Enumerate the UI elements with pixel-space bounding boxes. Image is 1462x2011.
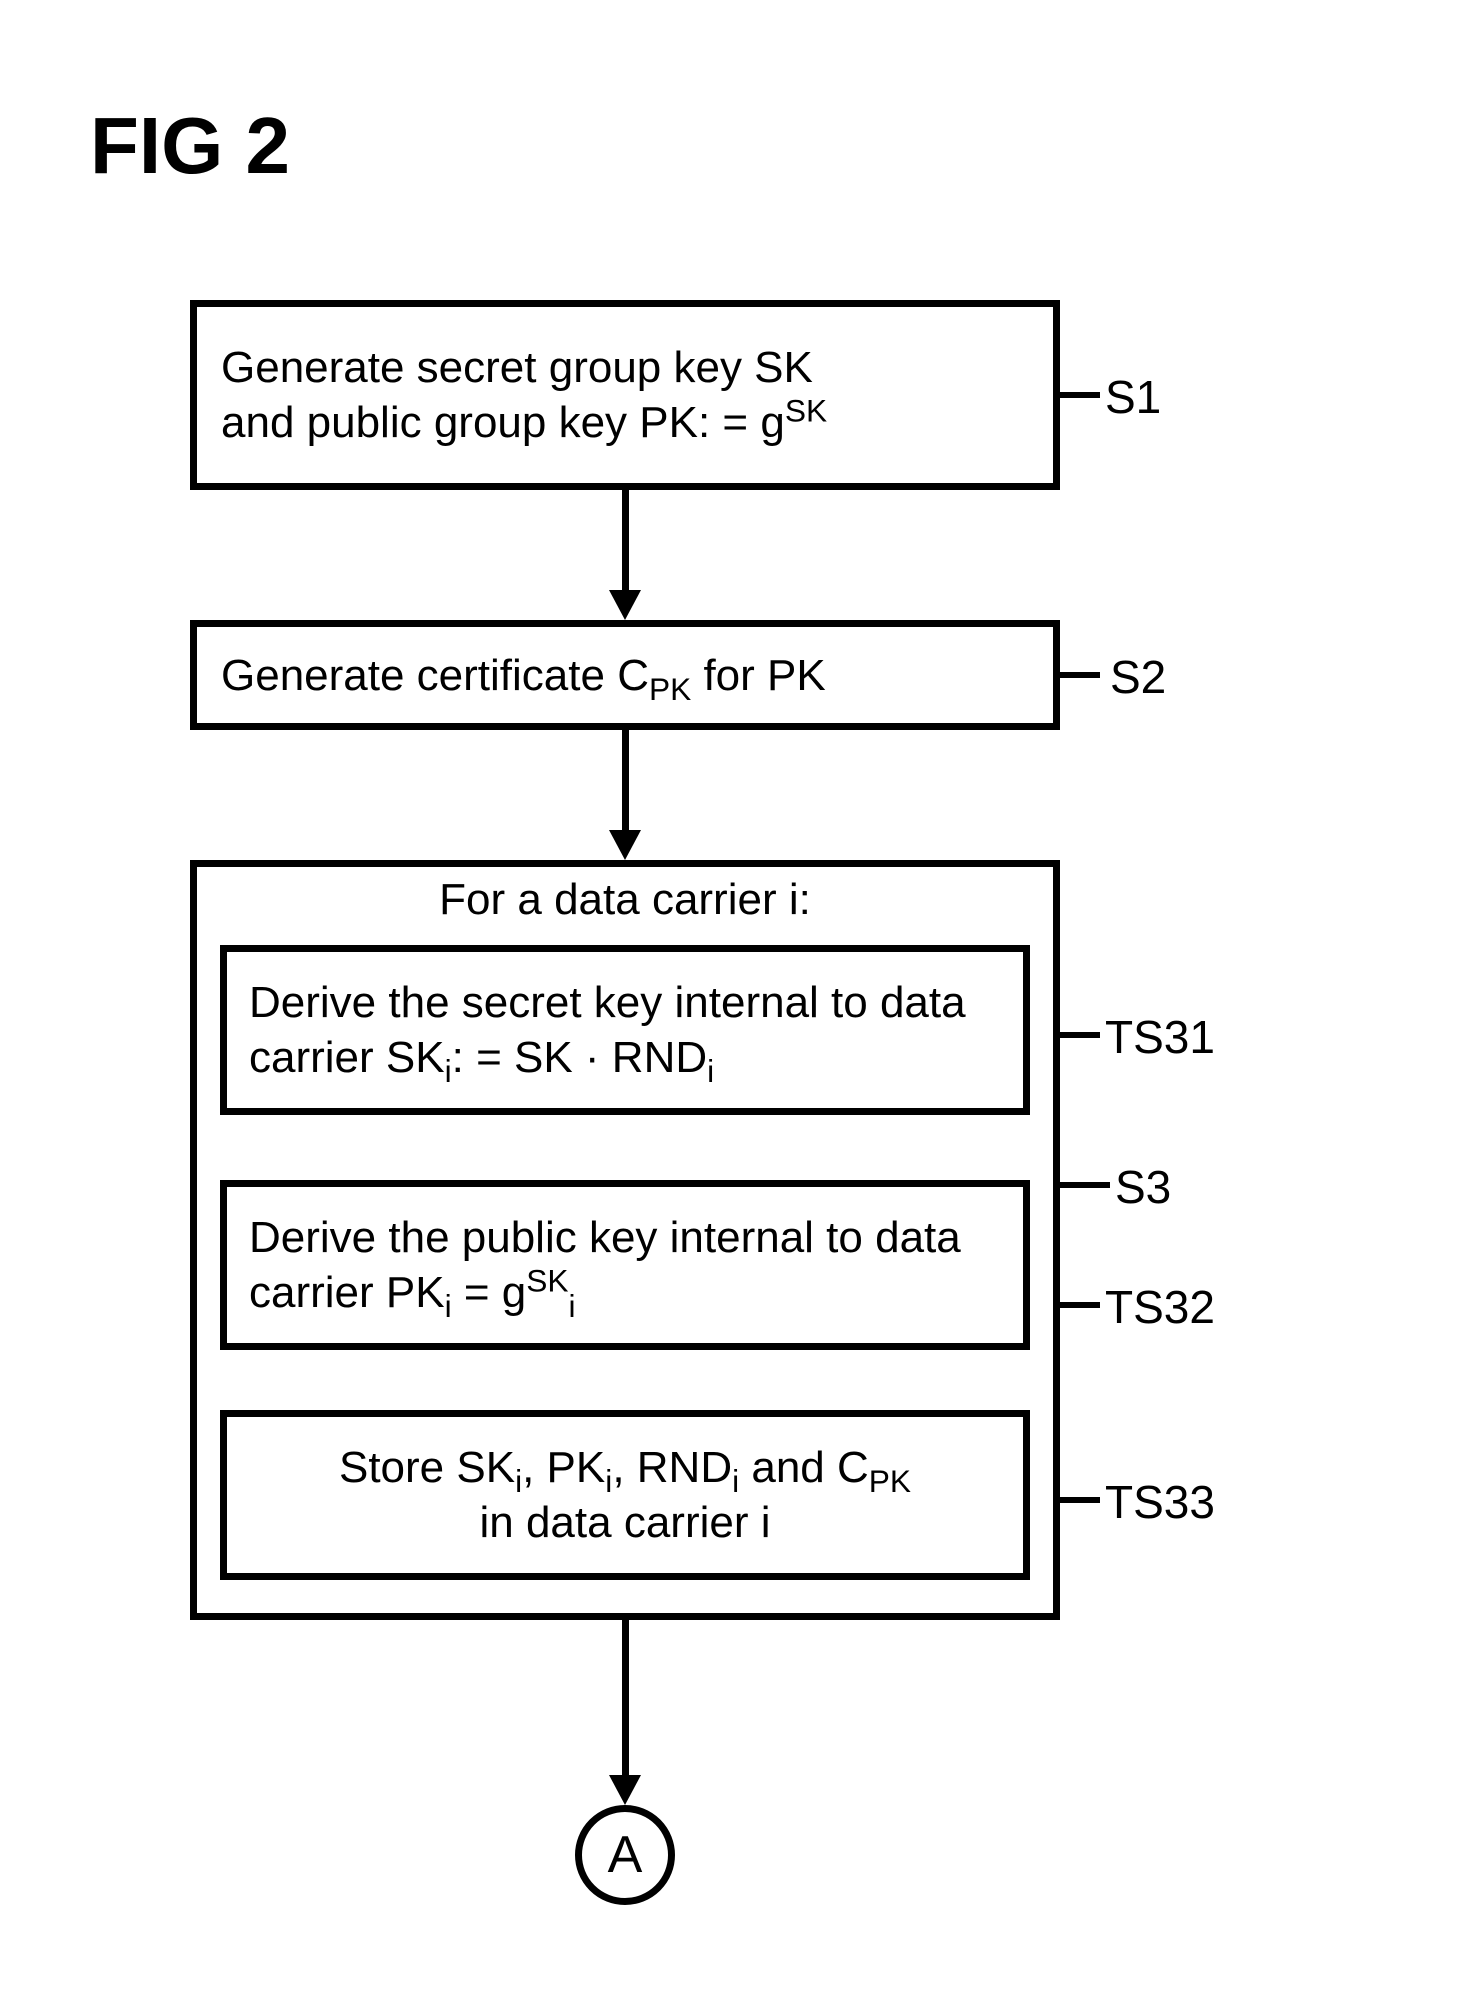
- step-s2-box: Generate certificate CPK for PK: [190, 620, 1060, 730]
- step-s1-text: Generate secret group key SKand public g…: [221, 340, 827, 450]
- tick-s3: [1060, 1182, 1110, 1188]
- arrow-s1-s2-head: [609, 590, 641, 620]
- label-ts32: TS32: [1105, 1280, 1215, 1334]
- step-ts31-text: Derive the secret key internal to data c…: [249, 975, 1001, 1085]
- diagram-canvas: FIG 2 Generate secret group key SKand pu…: [0, 0, 1462, 2011]
- connector-a: A: [575, 1805, 675, 1905]
- step-s3-title: For a data carrier i:: [220, 875, 1030, 935]
- step-s3-title-text: For a data carrier i:: [439, 875, 811, 924]
- step-ts31-box: Derive the secret key internal to data c…: [220, 945, 1030, 1115]
- arrow-s2-s3-line: [622, 730, 629, 830]
- step-s2-text: Generate certificate CPK for PK: [221, 648, 826, 703]
- step-ts33-text: Store SKi, PKi, RNDi and CPKin data carr…: [339, 1440, 911, 1550]
- tick-s2: [1060, 672, 1100, 678]
- arrow-s3-a-line: [622, 1620, 629, 1775]
- arrow-s3-a-head: [609, 1775, 641, 1805]
- connector-a-label: A: [608, 1825, 643, 1885]
- label-s3: S3: [1115, 1160, 1171, 1214]
- arrow-s2-s3-head: [609, 830, 641, 860]
- step-s1-box: Generate secret group key SKand public g…: [190, 300, 1060, 490]
- step-ts33-box: Store SKi, PKi, RNDi and CPKin data carr…: [220, 1410, 1030, 1580]
- label-ts33: TS33: [1105, 1475, 1215, 1529]
- tick-ts31: [1060, 1032, 1100, 1038]
- label-ts31: TS31: [1105, 1010, 1215, 1064]
- tick-ts32: [1060, 1302, 1100, 1308]
- tick-s1: [1060, 392, 1100, 398]
- tick-ts33: [1060, 1497, 1100, 1503]
- label-s1: S1: [1105, 370, 1161, 424]
- step-ts32-box: Derive the public key internal to data c…: [220, 1180, 1030, 1350]
- arrow-s1-s2-line: [622, 490, 629, 590]
- figure-label: FIG 2: [90, 100, 290, 192]
- step-ts32-text: Derive the public key internal to data c…: [249, 1210, 1001, 1320]
- label-s2: S2: [1110, 650, 1166, 704]
